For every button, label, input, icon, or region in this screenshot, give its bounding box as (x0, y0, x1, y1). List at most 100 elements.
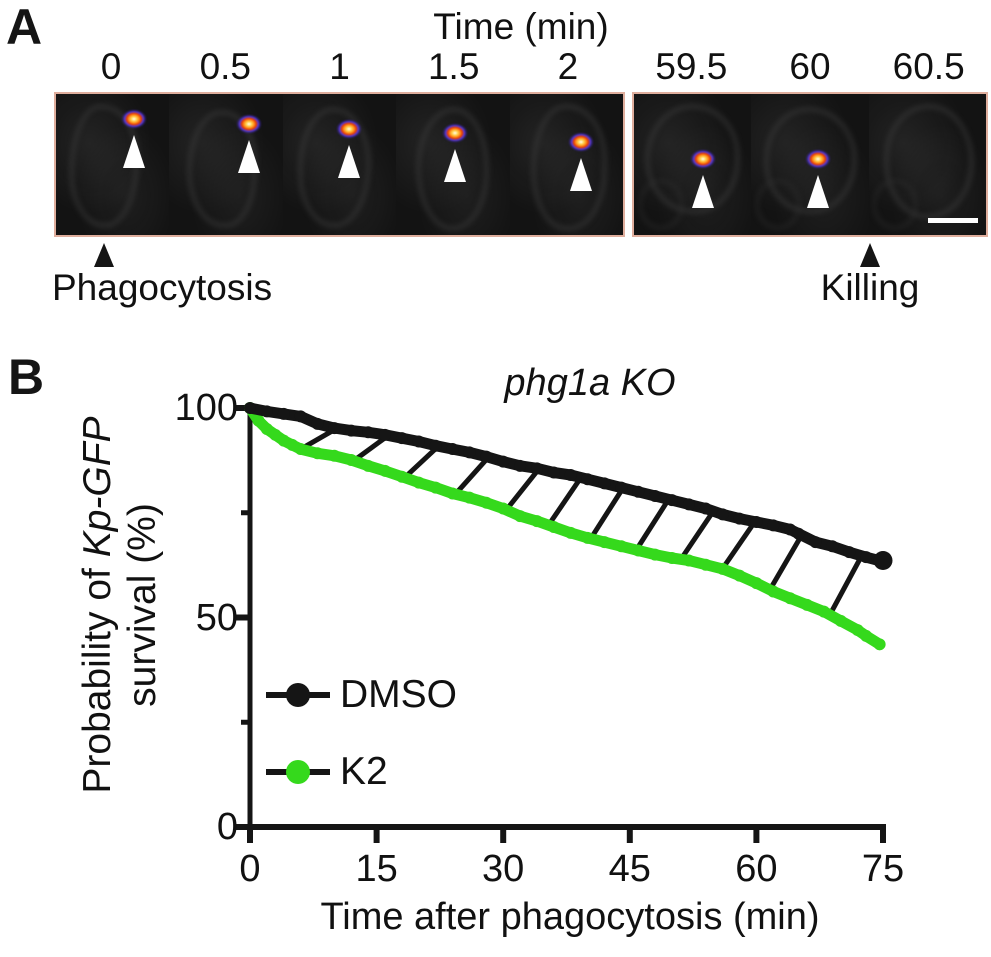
micrograph-frame-0.5 (169, 94, 283, 235)
bacterium-spot (690, 148, 717, 169)
curve-dot-k2 (784, 592, 797, 605)
connector-line (354, 435, 387, 462)
curve-dot-dmso (480, 450, 493, 463)
connector-line (721, 522, 756, 569)
white-arrowhead-icon (807, 174, 830, 208)
micrograph-frame-1 (282, 94, 397, 235)
legend-item-dmso: DMSO (266, 672, 457, 718)
curve-dot-k2 (345, 453, 358, 466)
micrograph-frame-1.5 (396, 94, 510, 235)
curve-dot-k2 (649, 548, 662, 561)
curve-dot-dmso (395, 432, 408, 445)
curve-dot-dmso (429, 439, 442, 452)
panel-b-letter: B (8, 349, 45, 405)
curve-dot-k2 (514, 510, 527, 523)
y-tick-label-0: 0 (216, 806, 238, 848)
bacterium-spot (121, 109, 148, 130)
curve-dot-k2 (547, 520, 560, 533)
curve-dot-k2 (632, 544, 645, 557)
killing-arrow-icon (860, 243, 880, 267)
connector-line (404, 446, 438, 479)
connector-line (768, 536, 803, 590)
x-tick-label-30: 30 (482, 848, 525, 890)
time-label-60: 60 (789, 46, 831, 87)
bacterium-spot (568, 131, 595, 152)
micrograph-frame-2 (509, 94, 624, 235)
curve-dot-dmso (632, 485, 645, 498)
cell-outline-secondary (756, 180, 800, 230)
curve-dot-k2 (860, 629, 873, 642)
scale-bar (927, 218, 978, 223)
x-tick-label-60: 60 (735, 848, 778, 890)
curve-dot-k2 (851, 624, 864, 637)
curve-dot-k2 (699, 558, 712, 571)
curve-dot-k2 (362, 459, 375, 472)
curve-dot-dmso (412, 435, 425, 448)
white-arrowhead-icon (692, 174, 715, 208)
curve-dot-dmso (826, 540, 839, 553)
curve-dot-k2 (564, 526, 577, 539)
x-tick-label-0: 0 (239, 848, 261, 890)
curve-dot-k2 (446, 487, 459, 500)
legend-line-k2 (266, 760, 330, 784)
connector-line (828, 557, 863, 615)
microscopy-strip-early (54, 92, 625, 237)
curve-dot-k2 (581, 531, 594, 544)
cell-outline (645, 105, 739, 213)
curve-dot-dmso (311, 417, 324, 430)
curve-dot-dmso (514, 459, 527, 472)
curve-dot-dmso (446, 443, 459, 456)
curve-dot-k2 (269, 428, 282, 441)
curve-dot-dmso (328, 422, 341, 435)
curve-dot-k2 (750, 577, 763, 590)
curve-dot-dmso (379, 428, 392, 441)
white-arrowhead-icon (123, 135, 146, 169)
curve-dot-k2 (412, 476, 425, 489)
cell-outline (885, 105, 974, 219)
curve-dot-dmso (463, 446, 476, 459)
connector-line (680, 512, 714, 559)
y-axis-title-prefix: Probability of (76, 557, 119, 794)
legend-item-k2: K2 (266, 749, 388, 795)
curve-dot-dmso (581, 473, 594, 486)
cell-outline-secondary (873, 180, 918, 230)
curve-dot-dmso (666, 494, 678, 507)
curve-dot-k2 (615, 540, 628, 553)
curve-dot-k2 (463, 491, 476, 504)
bacterium-spot (335, 119, 362, 140)
time-label-2: 2 (557, 46, 579, 87)
time-axis-title: Time (min) (433, 6, 609, 47)
x-tick-label-75: 75 (861, 848, 905, 890)
curve-dot-dmso (547, 466, 560, 479)
y-tick-label-50: 50 (195, 596, 238, 639)
curve-dot-k2 (817, 605, 830, 618)
phagocytosis-label: Phagocytosis (52, 267, 273, 308)
curve-dot-k2 (328, 449, 341, 462)
x-tick-label-45: 45 (608, 848, 651, 890)
survival-chart (236, 402, 893, 843)
curve-dot-dmso (843, 546, 856, 559)
bacterium-spot (805, 148, 832, 169)
legend-dot-k2-icon (286, 760, 310, 784)
white-arrowhead-icon (444, 149, 467, 183)
micrograph-frame-59.5 (634, 94, 752, 235)
curve-dot-dmso (649, 489, 662, 502)
time-label-59.5: 59.5 (655, 46, 728, 87)
curve-dot-k2 (801, 598, 814, 611)
curve-dot-dmso (792, 527, 805, 540)
curve-dot-k2 (260, 422, 273, 435)
connector-line (635, 500, 670, 550)
curve-dot-k2 (716, 562, 729, 575)
y-axis-title-italic: Kp-GFP (76, 416, 119, 558)
connector-line (454, 457, 489, 495)
curve-dot-k2 (252, 414, 265, 427)
curve-dot-k2 (666, 552, 678, 565)
curve-dot-dmso (362, 426, 375, 439)
micrograph-frame-60.5 (868, 94, 986, 235)
curve-dot-k2 (873, 638, 886, 651)
curve-dot-dmso (244, 402, 256, 414)
microscopy-strip-late (632, 92, 988, 237)
curve-dot-k2 (682, 554, 695, 567)
curve-dot-dmso (615, 481, 628, 494)
